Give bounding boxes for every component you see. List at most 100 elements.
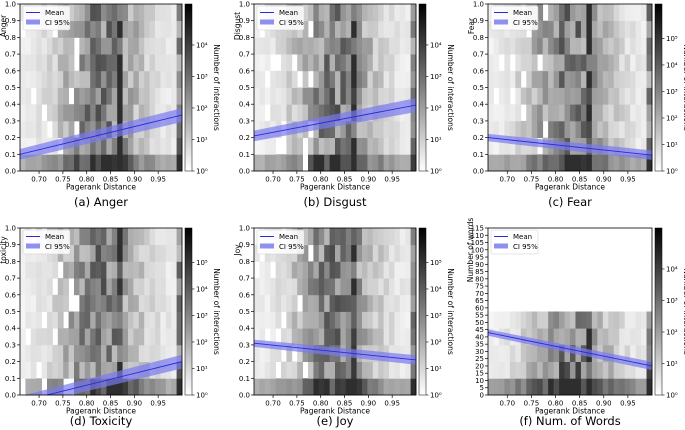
y-tick-label: 0.0 — [5, 392, 16, 400]
heatmap-cell — [498, 361, 505, 379]
heatmap-cell — [619, 344, 626, 362]
heatmap-cell — [259, 37, 266, 55]
heatmap-cell — [356, 278, 363, 296]
y-tick-label: 35 — [475, 341, 484, 349]
y-tick-label: 1.0 — [5, 1, 16, 9]
heatmap-cell — [30, 70, 37, 88]
heatmap-cell — [128, 4, 134, 22]
heatmap-cell — [542, 70, 549, 88]
heatmap-cell — [324, 154, 330, 172]
heatmap-cell — [591, 311, 598, 329]
heatmap-cell — [68, 328, 75, 346]
heatmap-cell — [171, 228, 177, 246]
x-tick-label: 0.90 — [361, 400, 377, 408]
heatmap-cell — [591, 361, 598, 379]
heatmap-cell — [149, 137, 156, 155]
heatmap-cell — [613, 70, 620, 88]
heatmap-cell — [613, 361, 620, 379]
heatmap-cell — [106, 70, 113, 88]
heatmap-cell — [575, 20, 582, 38]
heatmap-cell — [149, 104, 156, 122]
heatmap-cell — [313, 137, 320, 155]
heatmap-cell — [570, 154, 576, 172]
heatmap-cell — [106, 137, 113, 155]
heatmap-cell — [383, 154, 390, 172]
y-tick-label: 55 — [475, 312, 484, 320]
heatmap-cell — [619, 120, 626, 138]
heatmap-cell — [335, 70, 341, 88]
heatmap-cell — [291, 87, 298, 105]
heatmap-cell — [302, 261, 309, 279]
heatmap-cell — [90, 294, 96, 312]
heatmap-cell — [345, 4, 352, 22]
x-tick-label: 0.80 — [79, 400, 95, 408]
heatmap-cell — [597, 378, 604, 396]
heatmap-cell — [101, 20, 107, 38]
heatmap-cell — [515, 104, 522, 122]
heatmap-cell — [559, 20, 565, 38]
heatmap-cell — [297, 261, 303, 279]
heatmap-cell — [575, 87, 582, 105]
heatmap-cell — [281, 294, 287, 312]
heatmap-cell — [586, 154, 593, 172]
heatmap-cell — [160, 154, 167, 172]
heatmap-cell — [160, 244, 167, 262]
heatmap-cell — [553, 37, 560, 55]
heatmap-cell — [74, 154, 80, 172]
heatmap-cell — [149, 294, 156, 312]
heatmap-cell — [79, 37, 86, 55]
heatmap-cell — [171, 70, 177, 88]
heatmap-cell — [117, 261, 123, 279]
y-tick-label: 0.6 — [5, 67, 17, 75]
heatmap-cell — [318, 137, 325, 155]
heatmap-cell — [84, 137, 91, 155]
heatmap-cell — [356, 54, 363, 72]
y-tick-label: 10 — [475, 377, 484, 385]
y-axis-label: Disgust — [233, 12, 242, 40]
heatmap-cell — [270, 294, 276, 312]
heatmap-cell — [264, 311, 271, 329]
heatmap-cell — [602, 4, 609, 22]
legend-ci-swatch — [26, 19, 40, 25]
colorbar-tick-label: 10³ — [666, 297, 678, 305]
heatmap-cell — [597, 54, 604, 72]
colorbar-tick-label: 10⁴ — [666, 61, 678, 69]
heatmap-cell — [286, 70, 293, 88]
heatmap-cell — [128, 70, 134, 88]
heatmap-cell — [335, 261, 341, 279]
heatmap-cell — [117, 311, 123, 329]
heatmap-cell — [165, 120, 172, 138]
heatmap-cell — [329, 20, 336, 38]
heatmap-cell — [30, 294, 37, 312]
heatmap-cell — [542, 54, 549, 72]
heatmap-cell — [340, 311, 347, 329]
heatmap-cell — [259, 261, 266, 279]
heatmap-cell — [383, 37, 390, 55]
y-tick-label: 0.6 — [5, 291, 17, 299]
heatmap-cell — [405, 328, 411, 346]
heatmap-cell — [488, 344, 494, 362]
heatmap-cell — [117, 4, 123, 22]
heatmap-cell — [79, 244, 86, 262]
heatmap-cell — [155, 37, 161, 55]
legend-ci-label: CI 95% — [279, 243, 304, 251]
heatmap-cell — [165, 261, 172, 279]
heatmap-cell — [559, 154, 565, 172]
heatmap-cell — [128, 244, 134, 262]
heatmap-cell — [308, 87, 314, 105]
heatmap-cell — [526, 154, 533, 172]
heatmap-cell — [308, 278, 314, 296]
heatmap-cells — [254, 228, 417, 396]
y-tick-label: 0.3 — [473, 117, 484, 125]
heatmap-cell — [149, 244, 156, 262]
heatmap-cell — [559, 4, 565, 22]
heatmap-cell — [318, 70, 325, 88]
heatmap-cell — [559, 37, 565, 55]
colorbar-tick-label: 10¹ — [430, 365, 442, 373]
heatmap-cell — [399, 37, 406, 55]
heatmap-cell — [275, 70, 282, 88]
heatmap-cell — [36, 120, 42, 138]
